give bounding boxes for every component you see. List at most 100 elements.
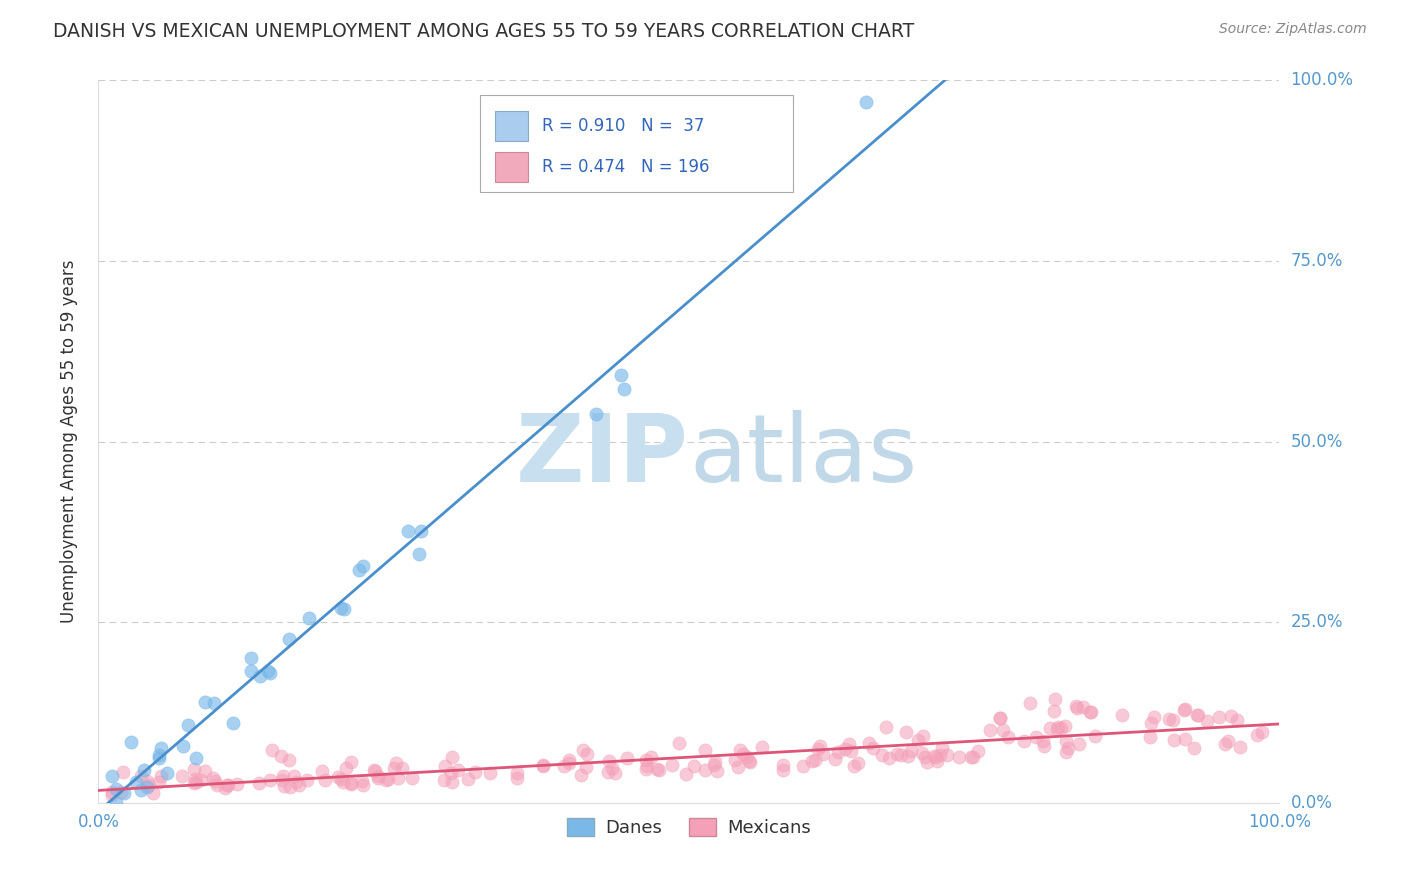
Point xyxy=(271,769,294,783)
Point xyxy=(875,720,897,734)
Point xyxy=(214,780,236,795)
Point xyxy=(204,774,226,789)
Point xyxy=(610,368,633,382)
Point xyxy=(506,771,529,785)
Point xyxy=(298,610,321,624)
Point xyxy=(396,524,419,538)
Point xyxy=(1039,721,1062,735)
Point xyxy=(792,759,814,773)
Text: atlas: atlas xyxy=(689,410,917,502)
Point xyxy=(259,772,281,787)
Point xyxy=(352,778,374,792)
Point xyxy=(1025,730,1047,744)
Point xyxy=(101,770,124,784)
Point xyxy=(1046,720,1069,734)
Point xyxy=(804,753,827,767)
Point xyxy=(915,755,938,769)
Point xyxy=(177,718,200,732)
Point xyxy=(1056,740,1078,755)
Point xyxy=(838,738,860,752)
Point xyxy=(377,772,399,787)
Point xyxy=(375,772,398,787)
Point xyxy=(997,730,1019,744)
Point xyxy=(693,763,716,777)
Point xyxy=(772,763,794,777)
Point xyxy=(911,729,934,743)
Point xyxy=(596,764,619,779)
Point xyxy=(600,761,623,775)
Point xyxy=(988,711,1011,725)
Point xyxy=(733,747,755,761)
Point xyxy=(979,723,1001,737)
Point xyxy=(1042,704,1064,718)
Point xyxy=(576,747,599,761)
Point xyxy=(190,772,212,787)
Point xyxy=(217,779,239,793)
Point xyxy=(862,741,884,756)
Point xyxy=(1078,706,1101,720)
Point xyxy=(675,767,697,781)
Point xyxy=(1173,703,1195,717)
Point xyxy=(101,788,124,802)
Point xyxy=(150,768,173,782)
Point xyxy=(170,769,193,783)
Text: 0.0%: 0.0% xyxy=(1291,794,1333,812)
Point xyxy=(339,755,361,769)
Point xyxy=(807,742,830,756)
Point xyxy=(239,650,262,665)
Point xyxy=(598,754,620,768)
Text: Source: ZipAtlas.com: Source: ZipAtlas.com xyxy=(1219,22,1367,37)
Point xyxy=(384,756,406,771)
Point xyxy=(531,759,554,773)
Legend: Danes, Mexicans: Danes, Mexicans xyxy=(560,811,818,845)
Point xyxy=(1054,734,1077,748)
Point xyxy=(727,760,749,774)
Point xyxy=(935,747,957,762)
Point xyxy=(751,740,773,755)
Point xyxy=(1066,701,1088,715)
Point xyxy=(132,764,155,778)
Point xyxy=(575,760,598,774)
Point xyxy=(1163,732,1185,747)
Point xyxy=(886,747,908,761)
Point xyxy=(184,750,207,764)
Point xyxy=(1084,729,1107,743)
Point xyxy=(101,785,124,799)
Point xyxy=(991,723,1014,737)
Point xyxy=(284,775,307,789)
Text: 25.0%: 25.0% xyxy=(1291,613,1343,632)
Point xyxy=(827,745,849,759)
Point xyxy=(129,769,152,783)
Point xyxy=(914,750,936,764)
Point xyxy=(683,759,706,773)
Point xyxy=(222,716,245,731)
Point xyxy=(194,695,217,709)
Point xyxy=(1185,707,1208,722)
Bar xyxy=(495,111,529,141)
Text: R = 0.910   N =  37: R = 0.910 N = 37 xyxy=(543,117,704,135)
Point xyxy=(927,755,949,769)
Point xyxy=(693,743,716,757)
Point xyxy=(988,711,1011,725)
Point xyxy=(1229,739,1251,754)
Point xyxy=(311,764,333,779)
Point xyxy=(929,747,952,762)
Point xyxy=(846,756,869,770)
Point xyxy=(569,768,592,782)
Point xyxy=(613,382,636,396)
Point xyxy=(194,764,217,778)
Point xyxy=(703,755,725,769)
Point xyxy=(256,665,278,679)
Point xyxy=(922,749,945,764)
Point xyxy=(834,742,856,756)
Point xyxy=(1050,721,1073,735)
Point xyxy=(148,748,170,763)
Point xyxy=(120,735,142,749)
Point xyxy=(240,664,263,678)
Text: R = 0.474   N = 196: R = 0.474 N = 196 xyxy=(543,158,710,176)
Point xyxy=(447,764,470,778)
Point xyxy=(440,775,463,789)
Point xyxy=(603,765,626,780)
Point xyxy=(217,778,239,792)
Point xyxy=(202,697,225,711)
